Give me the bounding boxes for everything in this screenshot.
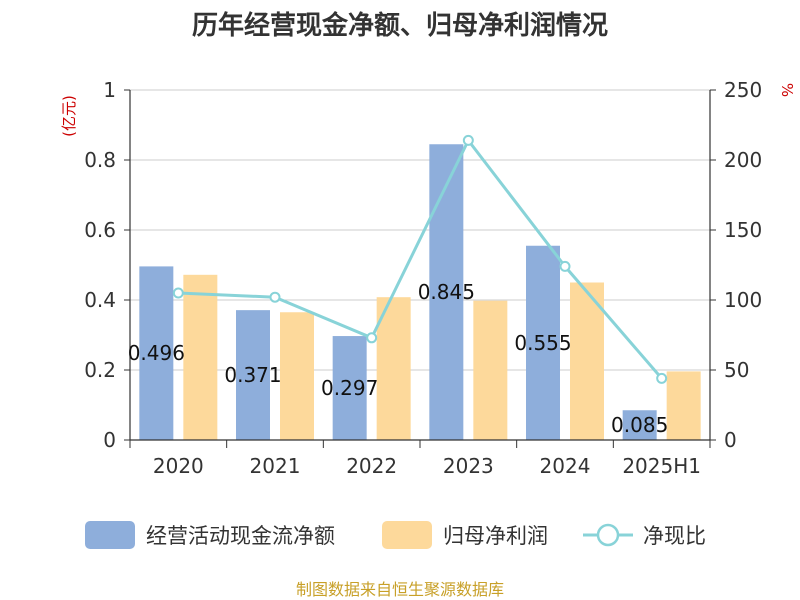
bar-net-profit [376, 297, 411, 440]
data-label-cash-flow: 0.297 [321, 376, 378, 400]
legend-swatch-net-profit [382, 521, 432, 549]
line-point-ratio [559, 260, 571, 272]
bar-cash-flow [332, 336, 367, 440]
left-tick-label: 0.2 [84, 358, 116, 382]
bar-cash-flow [236, 310, 270, 440]
left-tick-label: 1 [103, 78, 116, 102]
data-label-cash-flow: 0.496 [128, 341, 185, 365]
bar-series [139, 144, 701, 440]
x-tick-label: 2023 [443, 454, 494, 478]
right-axis-unit: % [778, 83, 796, 97]
chart-title: 历年经营现金净额、归母净利润情况 [192, 10, 608, 41]
bar-net-profit [666, 371, 701, 440]
left-axis-unit: (亿元) [60, 95, 78, 137]
x-tick-label: 2024 [540, 454, 591, 478]
data-label-cash-flow: 0.555 [514, 331, 571, 355]
legend-label-cash-flow: 经营活动现金流净额 [146, 524, 335, 548]
bar-cash-flow [139, 266, 174, 440]
left-tick-label: 0.6 [84, 218, 116, 242]
bar-net-profit [280, 312, 314, 440]
x-tick-label: 2025H1 [622, 454, 701, 478]
data-label-cash-flow: 0.085 [611, 413, 668, 437]
bar-cash-flow [429, 144, 464, 440]
right-tick-label: 0 [724, 428, 737, 452]
right-tick-label: 100 [724, 288, 762, 312]
bar-net-profit [570, 282, 604, 440]
legend-swatch-cash-flow [85, 521, 135, 549]
line-point-ratio [172, 287, 184, 299]
data-label-cash-flow: 0.845 [418, 280, 475, 304]
bar-net-profit [473, 300, 508, 440]
line-point-ratio [656, 372, 668, 384]
bar-net-profit [183, 274, 218, 440]
left-tick-label: 0.4 [84, 288, 116, 312]
legend-label-net-profit: 归母净利润 [443, 524, 548, 548]
line-series [172, 134, 668, 384]
data-label-cash-flow: 0.371 [224, 363, 281, 387]
axes: 0 0.2 0.4 0.6 0.8 1 0 50 100 150 200 250 2020 2021 202… [84, 78, 762, 478]
x-tick-label: 2022 [346, 454, 397, 478]
bar-cash-flow [526, 245, 560, 440]
x-tick-label: 2021 [250, 454, 301, 478]
right-tick-label: 50 [724, 358, 749, 382]
legend: 经营活动现金流净额 归母净利润 净现比 [85, 521, 706, 549]
source-note: 制图数据来自恒生聚源数据库 [296, 580, 504, 599]
data-labels: 0.496 0.371 0.297 0.845 0.555 0.085 [128, 280, 669, 437]
line-point-ratio [366, 332, 378, 344]
line-point-ratio [462, 134, 474, 146]
line-point-ratio [269, 291, 281, 303]
x-tick-label: 2020 [153, 454, 204, 478]
left-tick-label: 0 [103, 428, 116, 452]
right-tick-label: 250 [724, 78, 762, 102]
gridlines [130, 89, 710, 371]
left-tick-label: 0.8 [84, 148, 116, 172]
legend-marker-ratio [596, 523, 620, 547]
right-tick-label: 200 [724, 148, 762, 172]
legend-label-ratio: 净现比 [643, 524, 706, 548]
line-ratio [178, 137, 663, 380]
right-tick-label: 150 [724, 218, 762, 242]
bar-cash-flow [622, 410, 657, 440]
